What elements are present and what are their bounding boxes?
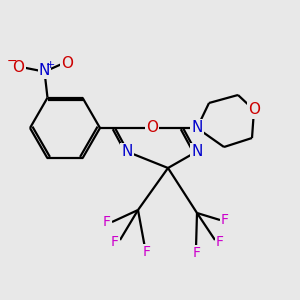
Text: F: F bbox=[103, 215, 111, 229]
Text: +: + bbox=[46, 60, 55, 70]
Text: F: F bbox=[111, 235, 119, 249]
Text: O: O bbox=[248, 103, 260, 118]
Text: O: O bbox=[61, 56, 74, 71]
Text: N: N bbox=[191, 145, 203, 160]
Text: O: O bbox=[13, 60, 25, 75]
Text: F: F bbox=[216, 235, 224, 249]
Text: F: F bbox=[193, 246, 201, 260]
Text: F: F bbox=[221, 213, 229, 227]
Text: N: N bbox=[191, 121, 203, 136]
Text: F: F bbox=[143, 245, 151, 259]
Text: O: O bbox=[146, 121, 158, 136]
Text: N: N bbox=[121, 145, 133, 160]
Text: N: N bbox=[39, 63, 50, 78]
Text: −: − bbox=[6, 55, 17, 68]
